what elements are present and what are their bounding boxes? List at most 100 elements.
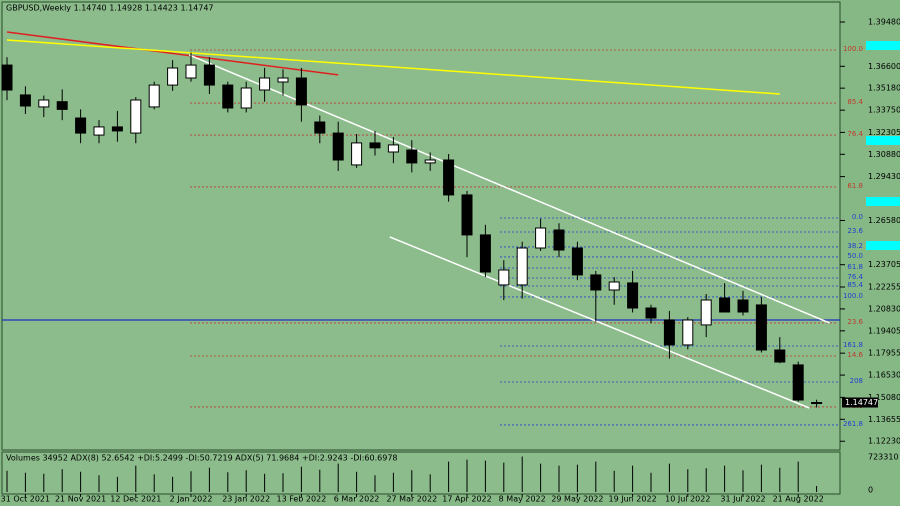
candle-body xyxy=(719,297,731,313)
x-tick-label: 8 May 2022 xyxy=(499,495,546,504)
volume-tick-label: 0 xyxy=(868,486,873,495)
y-tick-label: 1.19405 xyxy=(868,326,900,335)
candle-body xyxy=(682,319,694,346)
y-tick-label: 1.15080 xyxy=(868,393,900,402)
candle-body xyxy=(332,132,344,161)
candle-body xyxy=(645,307,657,319)
candle-body xyxy=(516,247,528,286)
highlight xyxy=(866,241,900,250)
x-tick-label: 29 May 2022 xyxy=(551,495,603,504)
y-tick-label: 1.39480 xyxy=(868,18,900,27)
candle-body xyxy=(369,142,381,149)
candle-body xyxy=(498,269,510,286)
indicator-panel xyxy=(1,451,841,495)
fib-label: 76.4 xyxy=(847,273,863,281)
indicator-title: Volumes 34952 ADX(8) 52.6542 +DI:5.2499 … xyxy=(6,454,398,463)
price-panel xyxy=(1,1,841,451)
x-tick-label: 2 Jan 2022 xyxy=(170,495,213,504)
fib-label: 38.2 xyxy=(847,242,863,250)
x-tick-label: 21 Aug 2022 xyxy=(773,495,824,504)
candle-body xyxy=(571,247,583,276)
x-tick-label: 6 Mar 2022 xyxy=(334,495,380,504)
y-tick-label: 1.13655 xyxy=(868,415,900,424)
y-tick-label: 1.32305 xyxy=(868,128,900,137)
candle-body xyxy=(774,349,786,363)
last-price-label: 1.14747 xyxy=(845,398,878,407)
candle-body xyxy=(240,87,252,109)
candle-body xyxy=(1,64,13,91)
candle-body xyxy=(406,149,418,164)
fib-label: 23.6 xyxy=(847,318,863,326)
fib-label: 100.0 xyxy=(843,45,863,53)
candle-body xyxy=(590,274,602,291)
fib-label: 85.4 xyxy=(847,281,863,289)
candle-body xyxy=(19,94,31,107)
x-tick-label: 10 Jul 2022 xyxy=(665,495,710,504)
axis-highlights xyxy=(866,41,900,250)
candle-body xyxy=(93,126,105,136)
fib-label: 76.4 xyxy=(847,130,863,138)
x-tick-label: 21 Nov 2021 xyxy=(55,495,106,504)
fib-label: 61.8 xyxy=(847,182,863,190)
candle-body xyxy=(38,99,50,108)
fib-label: 50.0 xyxy=(847,252,863,260)
candle-body xyxy=(479,234,491,273)
candle-body xyxy=(608,281,620,291)
highlight xyxy=(866,41,900,50)
candle-body xyxy=(222,84,234,109)
y-tick-label: 1.33750 xyxy=(868,106,900,115)
last-price-tag xyxy=(842,397,878,408)
trendline xyxy=(6,39,780,95)
y-tick-label: 1.22255 xyxy=(868,283,900,292)
candle-body xyxy=(535,227,547,249)
y-tick-label: 1.29430 xyxy=(868,172,900,181)
candle-body xyxy=(185,64,197,79)
candle-body xyxy=(553,229,565,251)
candle-body xyxy=(351,142,363,166)
volume-tick-label: 723310 xyxy=(868,453,899,462)
chart-title: GBPUSD,Weekly 1.14740 1.14928 1.14423 1.… xyxy=(6,4,214,13)
fib-label: 85.4 xyxy=(847,98,863,106)
candle-body xyxy=(755,304,767,351)
fib-label: 23.6 xyxy=(847,227,863,235)
y-tick-label: 1.12230 xyxy=(868,437,900,446)
highlight xyxy=(866,197,900,206)
x-tick-label: 17 Apr 2022 xyxy=(442,495,491,504)
highlight xyxy=(866,136,900,145)
candle-body xyxy=(167,67,179,86)
fib-label: 100.0 xyxy=(843,292,863,300)
candle-body xyxy=(737,299,749,313)
y-tick-label: 1.17955 xyxy=(868,349,900,358)
candle-body xyxy=(203,64,215,86)
candle-body xyxy=(387,144,399,153)
candle-body xyxy=(314,121,326,134)
candle-body xyxy=(461,194,473,236)
x-tick-label: 31 Jul 2022 xyxy=(720,495,765,504)
candle-body xyxy=(75,117,87,134)
x-tick-label: 19 Jun 2022 xyxy=(609,495,657,504)
y-tick-label: 1.23705 xyxy=(868,260,900,269)
candle-body xyxy=(295,77,307,106)
y-tick-label: 1.36600 xyxy=(868,62,900,71)
x-tick-label: 31 Oct 2021 xyxy=(1,495,50,504)
candle-body xyxy=(443,159,455,196)
candle-body xyxy=(424,159,436,164)
candle-body xyxy=(811,402,823,405)
candle-body xyxy=(700,299,712,326)
trendline xyxy=(389,236,810,409)
fib-label: 161.8 xyxy=(843,341,863,349)
x-tick-label: 12 Dec 2021 xyxy=(110,495,161,504)
candle-body xyxy=(56,101,68,110)
candle-body xyxy=(627,282,639,309)
candle-body xyxy=(148,84,160,108)
x-tick-label: 27 Mar 2022 xyxy=(386,495,437,504)
y-tick-label: 1.20830 xyxy=(868,304,900,313)
fib-label: 208 xyxy=(850,377,863,385)
candle-body xyxy=(663,319,675,346)
fib-label: 61.8 xyxy=(847,263,863,271)
trendline xyxy=(188,54,830,324)
x-tick-label: 13 Feb 2022 xyxy=(277,495,327,504)
candle-body xyxy=(277,77,289,83)
candle-body xyxy=(111,126,123,132)
